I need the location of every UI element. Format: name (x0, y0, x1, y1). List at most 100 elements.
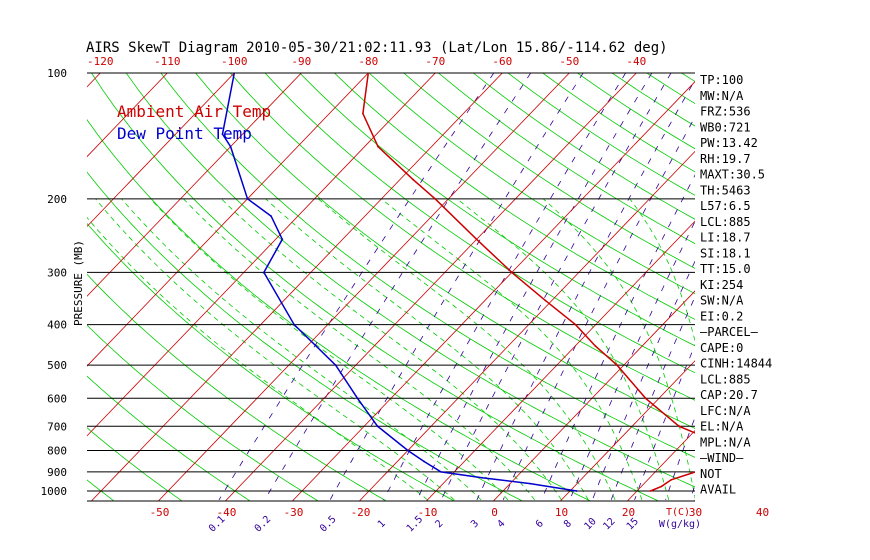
dry-adiabat-line (87, 119, 592, 501)
dry-adiabat-line (195, 73, 695, 429)
index-label: CINH:14844 (700, 357, 772, 371)
mixing-ratio-line (744, 73, 870, 500)
top-temp-tick-label: -70 (425, 55, 445, 68)
bottom-temp-tick-label: -50 (150, 506, 170, 519)
index-label: SI:18.1 (700, 246, 751, 260)
mixing-ratio-line (634, 344, 695, 501)
isotherm-line (821, 32, 870, 508)
dewpoint-point (221, 133, 224, 136)
dewpoint-point (233, 73, 236, 74)
moist-adiabat-line (381, 198, 643, 501)
index-label: EI:0.2 (700, 309, 743, 323)
mixing-ratio-tick-label: 2 (433, 518, 445, 530)
index-label: FRZ:536 (700, 105, 751, 119)
index-label: AVAIL (700, 483, 736, 497)
temperature-point (694, 471, 695, 473)
isotherm-line (87, 73, 235, 227)
top-temp-tick-label: -100 (221, 55, 248, 68)
temperature-point (644, 397, 647, 400)
dewpoint-point (281, 238, 284, 241)
mixing-ratio-line (610, 295, 695, 501)
dry-adiabat-line (751, 33, 870, 509)
isotherm-line (291, 81, 695, 501)
index-label: MW:N/A (700, 89, 744, 103)
temperature-point (377, 145, 379, 148)
moist-adiabat-line (317, 198, 616, 501)
mixing-ratio-tick-label: 6 (534, 518, 546, 530)
dry-adiabat-line (437, 73, 695, 245)
bottom-temp-tick-label: -30 (284, 506, 304, 519)
moist-adiabat-line (183, 198, 536, 501)
temperature-point (434, 197, 436, 200)
index-label: LI:18.7 (700, 231, 751, 245)
index-label: CAPE:0 (700, 341, 743, 355)
index-label: L57:6.5 (700, 199, 751, 213)
isotherm-line (87, 73, 436, 437)
mixing-ratio-line (218, 73, 495, 501)
pressure-tick-label: 100 (47, 67, 67, 80)
dry-adiabat-line (87, 324, 319, 501)
dewpoint-point (356, 397, 359, 400)
bottom-temp-tick-label: -20 (351, 506, 371, 519)
legend-dew-point-temp: Dew Point Temp (117, 124, 252, 143)
bottom-temp-tick-label: 30 (689, 506, 702, 519)
dry-adiabat-line (264, 73, 695, 374)
dry-adiabat-line (368, 73, 695, 295)
dry-adiabat-line (576, 73, 695, 150)
index-label: TH:5463 (700, 183, 751, 197)
top-temp-tick-label: -50 (559, 55, 579, 68)
mixing-ratio-line (592, 260, 695, 501)
dry-adiabat-line (229, 73, 695, 401)
pressure-tick-label: 500 (47, 359, 67, 372)
dry-adiabat-line (542, 73, 695, 173)
dewpoint-point (334, 364, 337, 367)
chart-title: AIRS SkewT Diagram 2010-05-30/21:02:11.9… (86, 40, 668, 56)
mixing-ratio-tick-label: 10 (582, 516, 598, 532)
temperature-point (412, 178, 415, 181)
temperature-point (660, 485, 663, 488)
index-label: —PARCEL— (700, 325, 759, 339)
temperature-point (510, 271, 513, 274)
dry-adiabat-line (299, 73, 695, 347)
dry-adiabat-line (91, 73, 660, 501)
dewpoint-point (263, 271, 265, 274)
dewpoint-point (481, 476, 483, 479)
bottom-temp-tick-label: -10 (418, 506, 438, 519)
dewpoint-point (529, 482, 532, 485)
index-label: MAXT:30.5 (700, 168, 765, 182)
mixing-ratio-tick-label: 8 (562, 518, 574, 530)
dry-adiabat-line (784, 33, 870, 509)
temperature-unit-label: T(C) (666, 507, 690, 518)
isotherm-line (157, 73, 570, 501)
isotherm-line (358, 150, 695, 501)
mixing-ratio-tick-label: 1 (376, 518, 388, 530)
top-temp-tick-label: -60 (492, 55, 512, 68)
pressure-tick-label: 400 (47, 319, 67, 332)
isotherm-line (0, 32, 5, 508)
dry-adiabat-line (87, 375, 251, 501)
index-label: PW:13.42 (700, 136, 758, 150)
moist-adiabat-line (95, 198, 455, 501)
dewpoint-point (407, 449, 409, 452)
mixing-ratio-line (264, 73, 532, 501)
pressure-tick-label: 800 (47, 445, 67, 458)
temperature-point (362, 112, 364, 115)
temperature-point (670, 478, 673, 481)
moist-adiabat-line (221, 198, 562, 501)
dewpoint-point (376, 425, 379, 428)
pressure-tick-label: 1000 (41, 485, 68, 498)
mixing-ratio-tick-label: 3 (469, 518, 481, 530)
bottom-temp-tick-label: 20 (622, 506, 635, 519)
mixing-ratio-lines (218, 73, 870, 501)
index-label: CAP:20.7 (700, 388, 758, 402)
mixing-ratio-tick-label: 12 (601, 516, 617, 532)
dry-adiabat-line (87, 273, 388, 501)
sounding-profiles (221, 73, 695, 492)
mixing-ratio-line (476, 79, 695, 501)
legend: Ambient Air Temp Dew Point Temp (117, 102, 271, 143)
isotherm-line (425, 220, 695, 501)
pressure-axis: 100 200 300 400 500 600 700 800 900 1000 (41, 67, 68, 498)
index-label: MPL:N/A (700, 435, 751, 449)
